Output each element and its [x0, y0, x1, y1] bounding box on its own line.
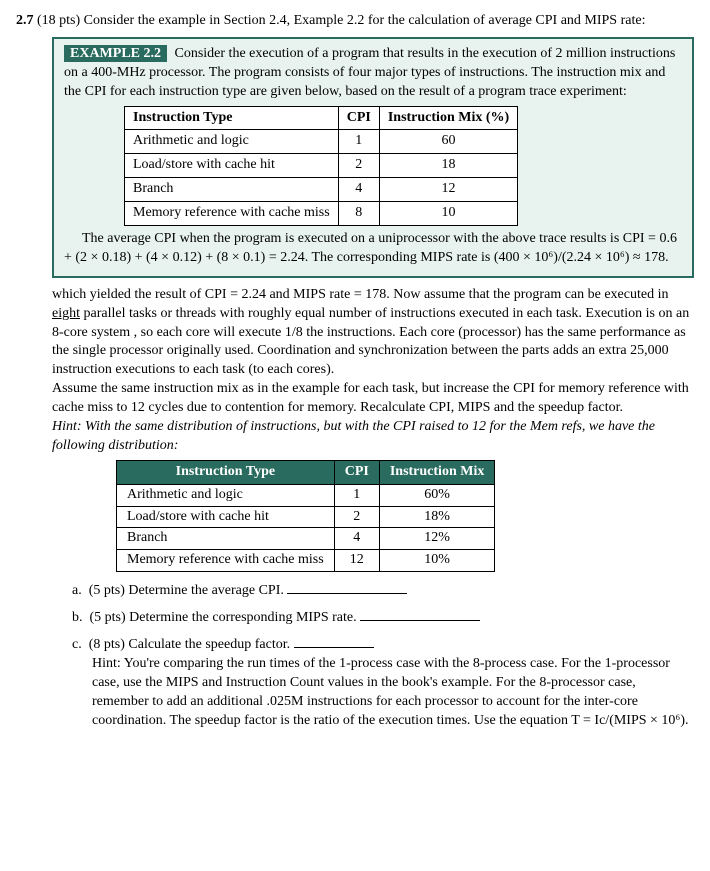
cell: 60% [379, 484, 495, 506]
col-header: Instruction Mix [379, 460, 495, 484]
part-a: a. (5 pts) Determine the average CPI. [72, 582, 694, 601]
distribution-table: Instruction Type CPI Instruction Mix Ari… [116, 460, 495, 572]
col-header: CPI [338, 106, 379, 130]
table-row: Instruction Type CPI Instruction Mix (%) [125, 106, 518, 130]
part-text: Calculate the speedup factor. [128, 637, 290, 652]
cell: Load/store with cache hit [125, 154, 339, 178]
example-calc: The average CPI when the program is exec… [64, 230, 682, 268]
answer-blank[interactable] [287, 593, 407, 594]
part-points: (8 pts) [89, 637, 125, 652]
body-paragraph: which yielded the result of CPI = 2.24 a… [52, 286, 694, 380]
cell: 1 [338, 130, 379, 154]
cell: 1 [334, 484, 379, 506]
cell: 18% [379, 506, 495, 528]
part-c: c. (8 pts) Calculate the speedup factor.… [72, 636, 694, 730]
col-header: Instruction Type [117, 460, 335, 484]
table-row: Branch 4 12% [117, 528, 495, 550]
part-points: (5 pts) [89, 583, 125, 598]
cell: 2 [338, 154, 379, 178]
table-row: Load/store with cache hit 2 18 [125, 154, 518, 178]
cell: Arithmetic and logic [125, 130, 339, 154]
body-text: which yielded the result of CPI = 2.24 a… [52, 287, 668, 302]
table-row: Arithmetic and logic 1 60 [125, 130, 518, 154]
table-row: Branch 4 12 [125, 178, 518, 202]
body-underline: eight [52, 306, 80, 321]
cell: Load/store with cache hit [117, 506, 335, 528]
part-hint: Hint: You're comparing the run times of … [92, 656, 688, 728]
part-b: b. (5 pts) Determine the corresponding M… [72, 609, 694, 628]
cell: Branch [117, 528, 335, 550]
answer-blank[interactable] [294, 647, 374, 648]
body-paragraph: Assume the same instruction mix as in th… [52, 380, 694, 418]
cell: Memory reference with cache miss [125, 202, 339, 226]
part-points: (5 pts) [90, 610, 126, 625]
part-text: Determine the average CPI. [128, 583, 284, 598]
cell: Arithmetic and logic [117, 484, 335, 506]
table-row: Memory reference with cache miss 8 10 [125, 202, 518, 226]
example-header: EXAMPLE 2.2 Consider the execution of a … [64, 45, 682, 102]
example-table: Instruction Type CPI Instruction Mix (%)… [124, 106, 518, 226]
cell: 4 [338, 178, 379, 202]
question-intro: Consider the example in Section 2.4, Exa… [84, 13, 646, 28]
answer-blank[interactable] [360, 620, 480, 621]
body-hint: Hint: With the same distribution of inst… [52, 418, 694, 456]
table-row: Instruction Type CPI Instruction Mix [117, 460, 495, 484]
cell: 10 [379, 202, 517, 226]
cell: 2 [334, 506, 379, 528]
col-header: Instruction Mix (%) [379, 106, 517, 130]
table-row: Load/store with cache hit 2 18% [117, 506, 495, 528]
part-text: Determine the corresponding MIPS rate. [129, 610, 356, 625]
question-points: (18 pts) [37, 13, 80, 28]
cell: 12% [379, 528, 495, 550]
table-row: Arithmetic and logic 1 60% [117, 484, 495, 506]
cell: Memory reference with cache miss [117, 550, 335, 572]
question-header: 2.7 (18 pts) Consider the example in Sec… [16, 12, 694, 31]
col-header: CPI [334, 460, 379, 484]
col-header: Instruction Type [125, 106, 339, 130]
example-label: EXAMPLE 2.2 [64, 45, 167, 62]
table-row: Memory reference with cache miss 12 10% [117, 550, 495, 572]
cell: 8 [338, 202, 379, 226]
cell: 18 [379, 154, 517, 178]
cell: 60 [379, 130, 517, 154]
cell: Branch [125, 178, 339, 202]
part-label: b. [72, 610, 83, 625]
cell: 4 [334, 528, 379, 550]
cell: 12 [379, 178, 517, 202]
example-box: EXAMPLE 2.2 Consider the execution of a … [52, 37, 694, 278]
question-number: 2.7 [16, 13, 34, 28]
part-label: a. [72, 583, 82, 598]
body-text: parallel tasks or threads with roughly e… [52, 306, 689, 378]
part-label: c. [72, 637, 82, 652]
cell: 10% [379, 550, 495, 572]
cell: 12 [334, 550, 379, 572]
